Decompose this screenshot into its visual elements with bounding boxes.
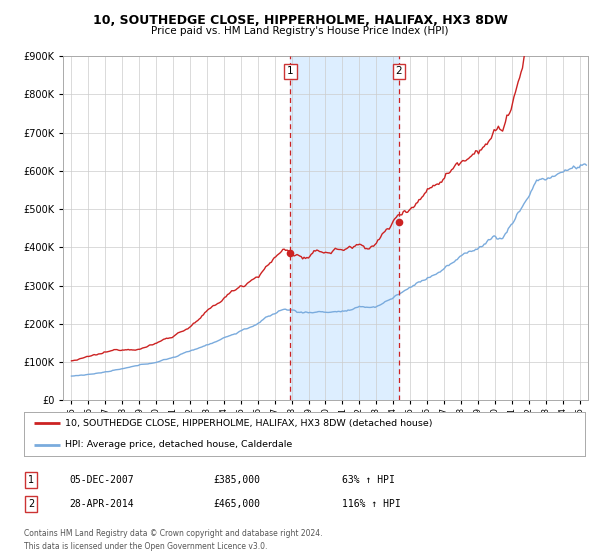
Text: 2: 2 (395, 67, 402, 77)
Text: 1: 1 (287, 67, 293, 77)
Text: £385,000: £385,000 (213, 475, 260, 485)
Text: Contains HM Land Registry data © Crown copyright and database right 2024.: Contains HM Land Registry data © Crown c… (24, 529, 323, 538)
Text: 116% ↑ HPI: 116% ↑ HPI (342, 499, 401, 509)
Text: 10, SOUTHEDGE CLOSE, HIPPERHOLME, HALIFAX, HX3 8DW (detached house): 10, SOUTHEDGE CLOSE, HIPPERHOLME, HALIFA… (65, 419, 433, 428)
Text: HPI: Average price, detached house, Calderdale: HPI: Average price, detached house, Cald… (65, 440, 292, 449)
Text: £465,000: £465,000 (213, 499, 260, 509)
Text: 28-APR-2014: 28-APR-2014 (69, 499, 134, 509)
Text: This data is licensed under the Open Government Licence v3.0.: This data is licensed under the Open Gov… (24, 542, 268, 550)
Text: Price paid vs. HM Land Registry's House Price Index (HPI): Price paid vs. HM Land Registry's House … (151, 26, 449, 36)
Text: 05-DEC-2007: 05-DEC-2007 (69, 475, 134, 485)
Text: 10, SOUTHEDGE CLOSE, HIPPERHOLME, HALIFAX, HX3 8DW: 10, SOUTHEDGE CLOSE, HIPPERHOLME, HALIFA… (92, 14, 508, 27)
Text: 63% ↑ HPI: 63% ↑ HPI (342, 475, 395, 485)
Text: 1: 1 (28, 475, 34, 485)
Text: 2: 2 (28, 499, 34, 509)
Bar (290, 56, 399, 400)
